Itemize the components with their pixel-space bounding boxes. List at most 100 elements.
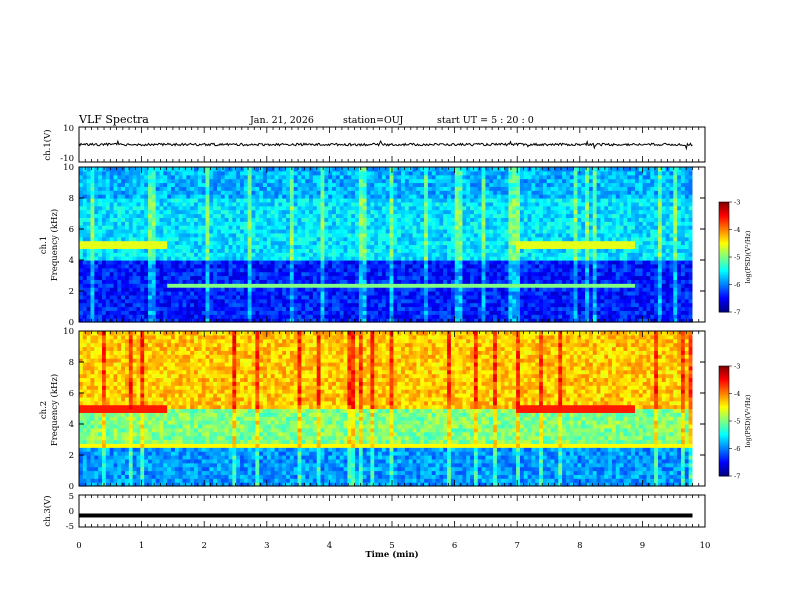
- spectrogram-cell: [259, 194, 264, 199]
- spectrogram-cell: [401, 260, 406, 265]
- spectrogram-cell: [148, 287, 153, 292]
- spectrogram-cell: [270, 271, 276, 277]
- spectrogram-cell: [320, 294, 325, 300]
- spectrogram-cell: [431, 182, 437, 187]
- spectrogram-cell: [362, 190, 368, 195]
- spectrogram-cell: [385, 198, 391, 203]
- spectrogram-cell: [519, 232, 525, 238]
- spectrogram-cell: [109, 240, 115, 246]
- spectrogram-cell: [485, 174, 490, 180]
- spectrogram-cell: [90, 209, 95, 215]
- spectrogram-cell: [427, 267, 433, 273]
- spectrogram-cell: [79, 190, 84, 195]
- spectrogram-cell: [186, 244, 191, 249]
- spectrogram-cell: [397, 294, 402, 300]
- spectrogram-cell: [213, 213, 218, 218]
- spectrogram-cell: [462, 236, 467, 242]
- spectrogram-cell: [148, 248, 153, 253]
- spectrogram-cell: [335, 236, 341, 242]
- spectrogram-cell: [125, 225, 130, 230]
- spectrogram-cell: [205, 229, 210, 234]
- spectrogram-cell: [217, 174, 222, 180]
- spectrogram-cell: [102, 306, 107, 311]
- spectrogram-cell: [171, 275, 176, 280]
- spectrogram-cell: [462, 275, 467, 280]
- spectrogram-cell: [431, 291, 437, 296]
- spectrogram-cell: [159, 279, 164, 284]
- spectrogram-cell: [431, 279, 437, 284]
- spectrogram-cell: [305, 194, 310, 199]
- spectrogram-cell: [546, 314, 552, 319]
- spectrogram-cell: [132, 248, 138, 253]
- spectrogram-cell: [297, 260, 302, 265]
- spectrogram-cell: [240, 267, 245, 273]
- spectrogram-cell: [539, 229, 544, 234]
- spectrogram-cell: [542, 198, 548, 203]
- spectrogram-cell: [378, 167, 383, 172]
- spectrogram-cell: [259, 252, 264, 257]
- spectrogram-cell: [489, 240, 494, 246]
- spectrogram-cell: [105, 252, 111, 257]
- spectrogram-cell: [255, 190, 260, 195]
- spectrogram-cell: [132, 209, 138, 215]
- spectrogram-cell: [167, 194, 172, 199]
- spectrogram-cell: [121, 170, 126, 176]
- spectrogram-cell: [301, 229, 306, 234]
- spectrogram-cell: [190, 167, 195, 172]
- spectrogram-cell: [381, 252, 387, 257]
- spectrogram-cell: [98, 294, 103, 300]
- spectrogram-cell: [266, 190, 272, 195]
- spectrogram-cell: [466, 267, 471, 273]
- spectrogram-cell: [477, 310, 483, 315]
- spectrogram-cell: [155, 201, 161, 207]
- spectrogram-cell: [182, 294, 187, 300]
- spectrogram-cell: [343, 271, 348, 277]
- spectrogram-cell: [140, 174, 145, 180]
- spectrogram-cell: [332, 302, 337, 308]
- spectrogram-cell: [523, 287, 529, 292]
- spectrogram-cell: [397, 314, 402, 319]
- spectrogram-cell: [94, 260, 99, 265]
- spectrogram-cell: [121, 217, 126, 222]
- spectrogram-cell: [389, 225, 394, 230]
- spectrogram-cell: [539, 318, 544, 323]
- spectrogram-cell: [79, 236, 84, 242]
- spectrogram-cell: [431, 232, 437, 238]
- spectrogram-cell: [362, 209, 368, 215]
- spectrogram-cell: [362, 170, 368, 176]
- spectrogram-cell: [427, 229, 433, 234]
- spectrogram-cell: [450, 170, 456, 176]
- spectrogram-cell: [109, 310, 115, 315]
- spectrogram-cell: [546, 271, 552, 277]
- spectrogram-cell: [358, 275, 364, 280]
- spectrogram-cell: [527, 260, 533, 265]
- spectrogram-cell: [527, 229, 533, 234]
- spectrogram-cell: [401, 217, 406, 222]
- spectrogram-cell: [301, 186, 306, 191]
- spectrogram-cell: [473, 248, 479, 253]
- spectrogram-cell: [186, 267, 191, 273]
- spectrogram-cell: [339, 310, 345, 315]
- spectrogram-cell: [374, 236, 379, 242]
- spectrogram-cell: [519, 310, 525, 315]
- spectrogram-cell: [508, 221, 513, 226]
- spectrogram-cell: [144, 174, 149, 180]
- spectrogram-cell: [243, 275, 249, 280]
- spectrogram-cell: [424, 267, 429, 273]
- spectrogram-cell: [416, 260, 421, 265]
- spectrogram-cell: [201, 291, 207, 296]
- spectrogram-cell: [539, 194, 544, 199]
- spectrogram-cell: [542, 283, 548, 288]
- spectrogram-cell: [121, 229, 126, 234]
- spectrogram-cell: [355, 198, 360, 203]
- spectrogram-cell: [224, 248, 230, 253]
- spectrogram-cell: [251, 318, 256, 323]
- spectrogram-cell: [408, 174, 414, 180]
- spectrogram-cell: [174, 236, 180, 242]
- spectrogram-cell: [190, 244, 195, 249]
- spectrogram-cell: [132, 198, 138, 203]
- spectrogram-cell: [489, 213, 494, 218]
- spectrogram-cell: [320, 198, 325, 203]
- spectrogram-cell: [125, 236, 130, 242]
